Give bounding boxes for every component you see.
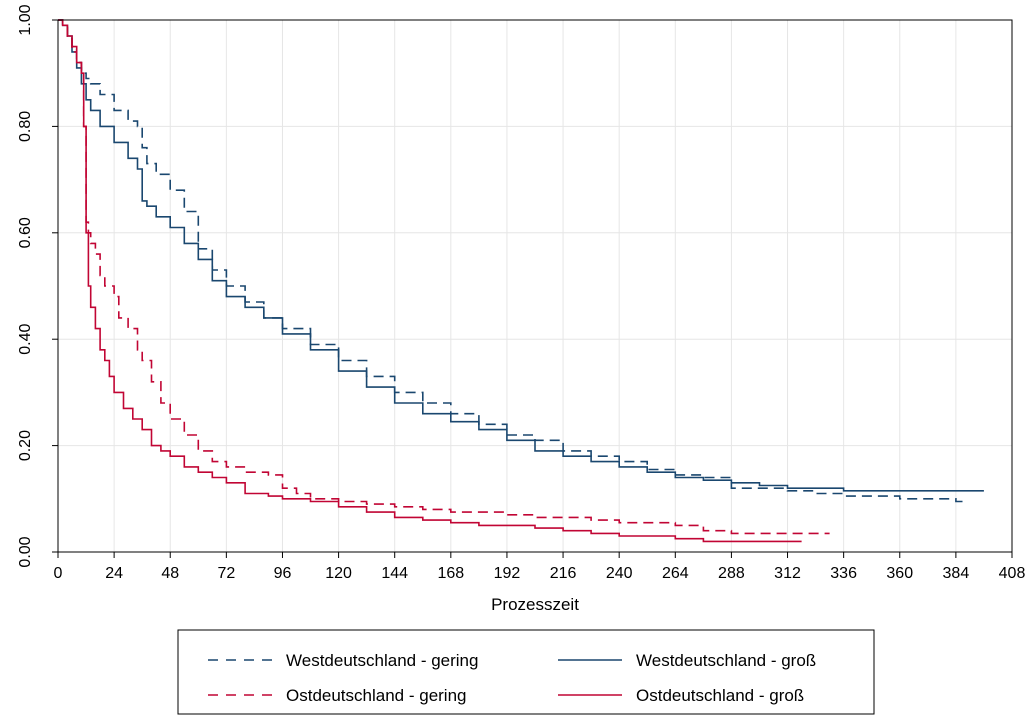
- x-tick-label: 240: [606, 565, 633, 582]
- x-tick-label: 288: [718, 565, 745, 582]
- series-lines: [58, 19, 984, 543]
- y-tick-label: 0.00: [17, 536, 34, 567]
- x-tick-label: 192: [494, 565, 521, 582]
- x-tick-label: 360: [886, 565, 913, 582]
- series-line-ostdeutschland-gro-: [58, 19, 802, 543]
- legend-label: Ostdeutschland - gering: [286, 686, 467, 705]
- x-tick-label: 336: [830, 565, 857, 582]
- legend-label: Westdeutschland - gering: [286, 651, 478, 670]
- x-tick-label: 312: [774, 565, 801, 582]
- legend-box: [177, 629, 875, 715]
- series-line-westdeutschland-gering: [58, 19, 966, 503]
- y-tick-label: 0.40: [17, 324, 34, 355]
- legend: Westdeutschland - gering Westdeutschland …: [177, 629, 875, 715]
- legend-label: Westdeutschland - groß: [636, 651, 816, 670]
- series-line-westdeutschland-gro-: [58, 19, 984, 492]
- x-tick-label: 48: [161, 565, 179, 582]
- x-tick-label: 264: [662, 565, 689, 582]
- x-tick-label: 144: [381, 565, 408, 582]
- x-tick-label: 168: [437, 565, 464, 582]
- y-tick-label: 0.60: [17, 217, 34, 248]
- x-axis-title: Prozesszeit: [491, 595, 579, 614]
- x-tick-label: 408: [999, 565, 1026, 582]
- x-tick-label: 72: [217, 565, 235, 582]
- y-tick-label: 1.00: [17, 4, 34, 35]
- x-tick-label: 216: [550, 565, 577, 582]
- x-tick-label: 96: [274, 565, 292, 582]
- y-tick-label: 0.20: [17, 430, 34, 461]
- x-tick-label: 0: [54, 565, 63, 582]
- grid-lines: [58, 19, 1013, 553]
- y-tick-label: 0.80: [17, 111, 34, 142]
- series-line-ostdeutschland-gering: [58, 19, 830, 535]
- x-tick-label: 24: [105, 565, 123, 582]
- legend-label: Ostdeutschland - groß: [636, 686, 804, 705]
- x-tick-label: 384: [943, 565, 970, 582]
- x-tick-label: 120: [325, 565, 352, 582]
- axes: 0 24 48 72 96 120 144 168 192 216 240 264 288 312 336 3…: [17, 4, 1025, 582]
- plot-frame: [57, 19, 1013, 553]
